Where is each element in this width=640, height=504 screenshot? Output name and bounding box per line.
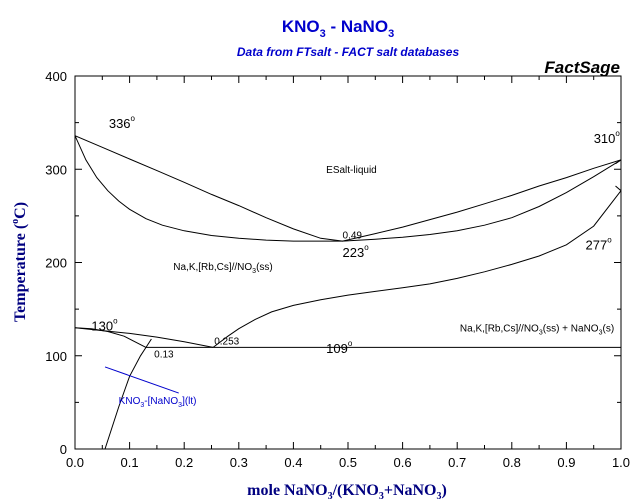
y-tick-label: 400: [45, 69, 67, 84]
brand-logo-text: FactSage: [544, 58, 620, 77]
temperature-label: 310o: [594, 129, 621, 146]
x-axis-label: mole NaNO3/(KNO3+NaNO3): [247, 482, 447, 502]
region-label: Na,K,[Rb,Cs]//NO3(ss) + NaNO3(s): [460, 324, 614, 337]
x-tick-label: 1.0: [612, 455, 630, 470]
phase-boundary-line: [75, 135, 621, 242]
temperature-label: 277o: [586, 235, 613, 252]
x-tick-label: 0.8: [503, 455, 521, 470]
x-tick-label: 0.6: [394, 455, 412, 470]
temperature-label: 109o: [326, 339, 353, 356]
x-tick-label: 0.3: [230, 455, 248, 470]
chart-subtitle: Data from FTsalt - FACT salt databases: [237, 45, 460, 59]
region-label: Na,K,[Rb,Cs]//NO3(ss): [173, 262, 272, 275]
x-tick-label: 0.5: [339, 455, 357, 470]
y-tick-label: 300: [45, 162, 67, 177]
x-tick-label: 0.9: [557, 455, 575, 470]
phase-boundary-line: [615, 159, 621, 165]
metastable-pointer-line: [104, 366, 179, 394]
phase-boundary-line: [104, 338, 152, 449]
axis-ticks: [74, 75, 622, 450]
region-label: KNO3-[NaNO3](lt): [119, 396, 197, 409]
region-label: 0.253: [214, 337, 239, 348]
x-tick-label: 0.0: [66, 455, 84, 470]
x-tick-label: 0.1: [121, 455, 139, 470]
y-tick-labels: 0 100 200 300 400: [45, 69, 67, 457]
chart-title: KNO3 - NaNO3: [282, 17, 394, 40]
region-label: 0.49: [343, 230, 363, 241]
phase-boundary-curves: [75, 135, 621, 449]
y-tick-label: 200: [45, 256, 67, 271]
x-tick-label: 0.2: [175, 455, 193, 470]
phase-boundary-line: [75, 327, 147, 348]
temperature-label: 130o: [91, 317, 118, 334]
y-tick-label: 0: [60, 442, 67, 457]
phase-boundary-line: [212, 190, 621, 348]
phase-boundary-line: [615, 185, 621, 192]
temperature-label: 336o: [109, 114, 136, 131]
x-tick-label: 0.4: [284, 455, 302, 470]
x-tick-label: 0.7: [448, 455, 466, 470]
phase-boundary-line: [75, 135, 621, 242]
y-tick-label: 100: [45, 349, 67, 364]
x-tick-labels: 0.0 0.1 0.2 0.3 0.4 0.5 0.6 0.7 0.8 0.9 1.0: [66, 455, 630, 470]
y-axis-label: Temperature (oC): [10, 202, 29, 322]
region-label: 0.13: [154, 350, 174, 361]
region-label: ESalt-liquid: [326, 165, 377, 176]
plot-frame: [74, 75, 622, 450]
temperature-label: 223o: [343, 243, 370, 260]
chart-annotations: ESalt-liquid 0.49 0.253 0.13 Na,K,[Rb,Cs]//N…: [91, 114, 620, 409]
